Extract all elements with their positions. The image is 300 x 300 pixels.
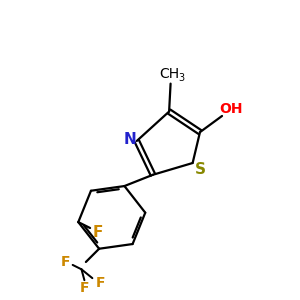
- Text: CH: CH: [159, 67, 179, 81]
- Text: N: N: [124, 132, 137, 147]
- Text: F: F: [61, 255, 70, 269]
- Text: OH: OH: [219, 102, 243, 116]
- Text: F: F: [92, 225, 103, 240]
- Text: S: S: [194, 162, 206, 177]
- Text: 3: 3: [179, 73, 185, 83]
- Text: F: F: [80, 281, 89, 296]
- Text: F: F: [96, 276, 105, 289]
